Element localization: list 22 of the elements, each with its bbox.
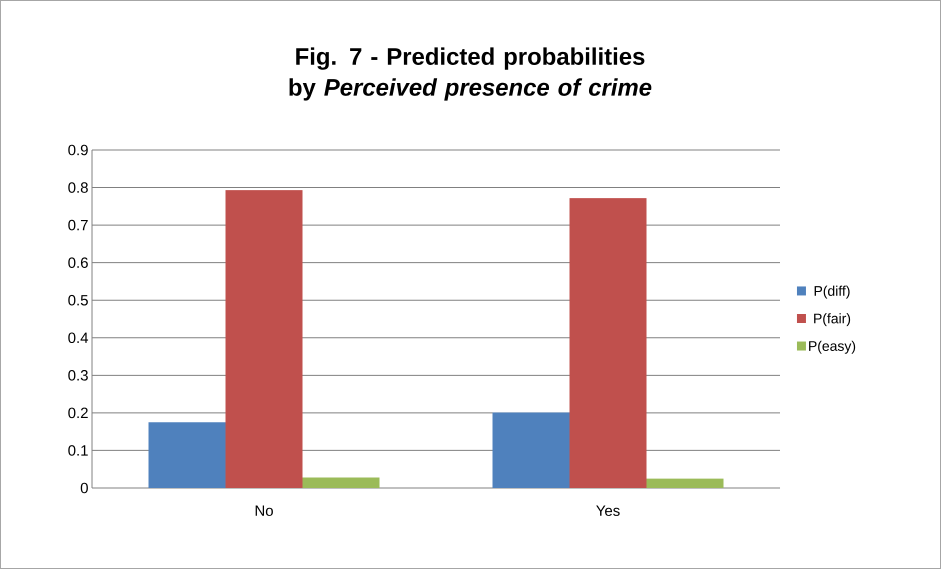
y-tick-label: 0.8: [68, 182, 88, 193]
bar: [302, 477, 380, 488]
legend-label: P(diff): [814, 286, 850, 299]
y-tick-label: 0.5: [68, 294, 88, 306]
y-tick-label: 0.2: [68, 408, 88, 418]
y-tick-label: 0.3: [68, 370, 88, 381]
bar: [570, 198, 647, 488]
y-tick-label: 0.6: [68, 257, 88, 268]
bar: [148, 422, 226, 488]
chart-title: Fig. 7 - Predicted probabilities by Perceived presence of crime: [290, 47, 652, 101]
y-tick-label: 0.7: [68, 220, 88, 230]
x-tick-label: Yes: [596, 506, 620, 516]
x-tick-label: No: [256, 506, 273, 516]
legend-label: P(easy): [809, 340, 856, 354]
y-tick-label: 0.4: [68, 332, 88, 344]
bar: [226, 190, 303, 488]
y-tick-label: 0.9: [68, 144, 88, 156]
bar: [492, 412, 570, 488]
y-tick-label: 0: [80, 482, 88, 494]
y-tick-label: 0.1: [68, 445, 88, 456]
legend-label: P(fair): [814, 313, 850, 326]
bar: [646, 478, 724, 488]
